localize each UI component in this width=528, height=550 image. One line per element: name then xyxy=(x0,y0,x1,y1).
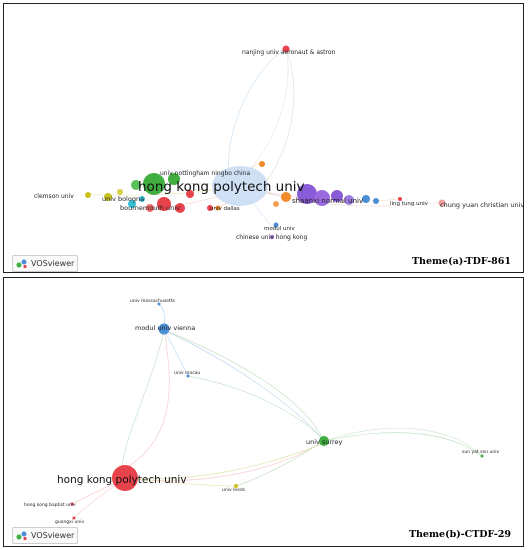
label-shaanxi: shaanxi normal univ xyxy=(292,197,363,205)
link xyxy=(235,440,325,487)
label-chung-yuan: chung yuan christian univ xyxy=(440,201,524,209)
label-hk-baptist: hong kong baptist univ xyxy=(24,502,76,508)
node-hk-polytech-b[interactable] xyxy=(112,465,138,491)
node-purple-1[interactable] xyxy=(297,184,317,204)
node-modul-vienna[interactable] xyxy=(158,323,170,335)
node-ling-tung[interactable] xyxy=(398,197,402,201)
node-modul[interactable] xyxy=(273,222,279,228)
node-leeds[interactable] xyxy=(234,484,238,488)
node-green-2[interactable] xyxy=(168,173,180,185)
link xyxy=(125,477,237,487)
network-panel-theme-a: nanjing univ aeronaut & astron univ nott… xyxy=(3,3,524,273)
node-chung-yuan[interactable] xyxy=(438,199,446,207)
link xyxy=(125,443,323,480)
node-red-4[interactable] xyxy=(186,190,194,198)
node-purple-3[interactable] xyxy=(331,190,343,202)
node-cyan-2[interactable] xyxy=(139,196,145,202)
label-macau: univ macau xyxy=(174,370,200,376)
label-ling-tung: ling tung univ xyxy=(390,201,429,207)
node-yellow-2[interactable] xyxy=(85,192,91,198)
label-nottingham: univ nottingham ningbo china xyxy=(160,170,250,177)
link xyxy=(163,329,323,439)
node-hk-baptist[interactable] xyxy=(70,502,74,506)
node-orange-2[interactable] xyxy=(273,201,279,207)
label-modul: modul univ xyxy=(264,226,295,232)
node-green-large[interactable] xyxy=(143,173,165,195)
node-yellow-1[interactable] xyxy=(104,193,112,201)
vosviewer-logo: VOSviewer xyxy=(12,527,78,544)
link xyxy=(125,440,325,481)
vosviewer-logo-text: VOSviewer xyxy=(31,259,75,268)
link xyxy=(323,427,483,457)
node-nottingham[interactable] xyxy=(259,161,265,167)
node-cyan-1[interactable] xyxy=(128,200,136,208)
label-bournemouth: bournemouth univ xyxy=(120,204,180,212)
node-red-1[interactable] xyxy=(157,197,171,211)
network-map-theme-a: nanjing univ aeronaut & astron univ nott… xyxy=(34,45,524,241)
label-hk-polytech: hong kong polytech univ xyxy=(138,179,305,195)
node-yellow-3[interactable] xyxy=(117,189,123,195)
node-orange-1[interactable] xyxy=(281,192,291,202)
theme-b-title: Theme(b)-CTDF-29 xyxy=(408,529,511,540)
label-leeds: univ leeds xyxy=(222,487,246,493)
link xyxy=(125,329,170,469)
node-surrey[interactable] xyxy=(319,436,329,446)
label-sun-yatsen: sun yat sen univ xyxy=(462,449,499,455)
label-chinese-hk: chinese univ hong kong xyxy=(236,234,307,241)
link xyxy=(228,48,287,183)
vosviewer-logo: VOSviewer xyxy=(12,255,78,272)
node-macau[interactable] xyxy=(186,374,190,378)
label-massachusetts: univ massachusetts xyxy=(130,298,175,304)
node-purple-2[interactable] xyxy=(314,190,330,206)
nodes-theme-a xyxy=(85,45,446,239)
node-red-2[interactable] xyxy=(175,203,185,213)
label-surrey: univ surrey xyxy=(306,438,343,446)
node-red-3[interactable] xyxy=(146,204,154,212)
node-sun-yatsen[interactable] xyxy=(480,454,484,458)
node-blue-2[interactable] xyxy=(373,198,379,204)
label-nanjing: nanjing univ aeronaut & astron xyxy=(242,49,336,56)
node-red-5[interactable] xyxy=(207,205,213,211)
vosviewer-logo-icon xyxy=(16,259,27,269)
node-hk-polytech[interactable] xyxy=(212,166,268,206)
vosviewer-logo-text: VOSviewer xyxy=(31,531,75,540)
link xyxy=(323,432,483,457)
vosviewer-logo-icon xyxy=(16,531,27,541)
link xyxy=(163,329,189,377)
nodes-theme-b xyxy=(70,302,484,520)
node-blue-1[interactable] xyxy=(362,195,370,203)
link xyxy=(239,48,289,181)
node-nanjing[interactable] xyxy=(282,45,290,53)
node-massachusetts[interactable] xyxy=(157,302,161,306)
link xyxy=(263,48,295,185)
node-dallas[interactable] xyxy=(215,205,221,211)
label-hk-polytech-b: hong kong polytech univ xyxy=(57,474,187,486)
node-chinese-hk[interactable] xyxy=(270,235,274,239)
labels-theme-b: univ massachusetts modul univ vienna uni… xyxy=(24,298,499,525)
link xyxy=(163,329,325,442)
link xyxy=(187,375,325,442)
labels-theme-a: nanjing univ aeronaut & astron univ nott… xyxy=(34,49,524,241)
node-purple-4[interactable] xyxy=(344,195,354,205)
node-green-small[interactable] xyxy=(131,180,141,190)
network-map-theme-b: univ massachusetts modul univ vienna uni… xyxy=(24,298,499,525)
label-modul-vienna: modul univ vienna xyxy=(135,324,195,332)
node-guangxi[interactable] xyxy=(72,516,76,520)
label-clemson: clemson univ xyxy=(34,193,74,200)
label-dallas: univ dallas xyxy=(210,206,240,212)
label-guangxi: guangxi univ xyxy=(55,519,84,525)
theme-a-title: Theme(a)-TDF-861 xyxy=(411,256,511,267)
label-bologna: univ bologna xyxy=(102,195,144,203)
network-panel-theme-b: univ massachusetts modul univ vienna uni… xyxy=(3,277,524,547)
link xyxy=(121,329,165,469)
